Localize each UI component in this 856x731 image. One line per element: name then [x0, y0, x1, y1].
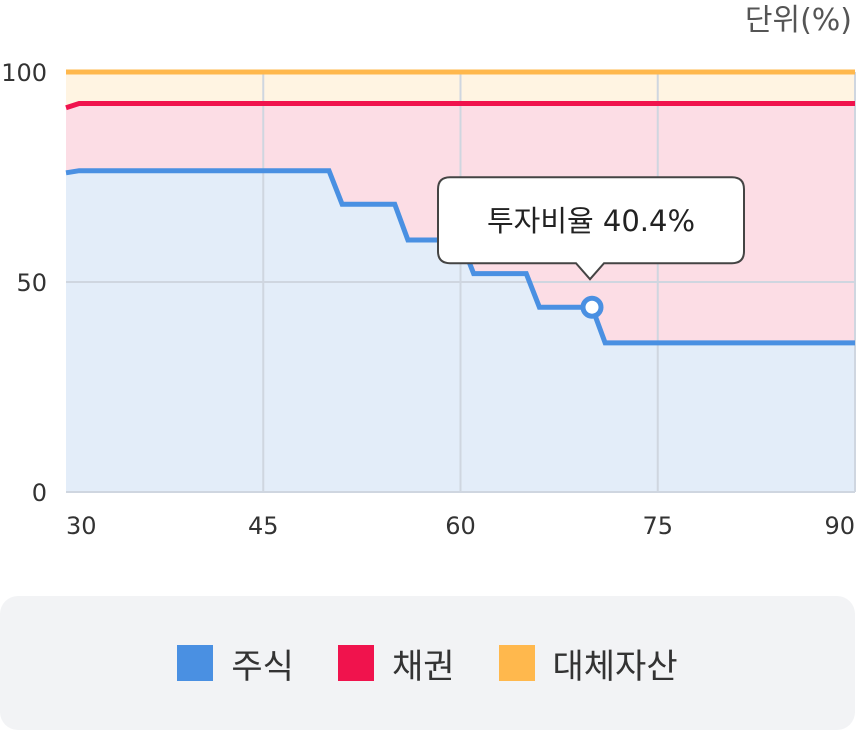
legend-label-bonds: 채권	[391, 646, 455, 687]
legend: 주식 채권 대체자산	[0, 596, 855, 730]
x-tick-label-30: 30	[66, 512, 97, 540]
legend-item-alternatives[interactable]: 대체자산	[498, 639, 678, 688]
unit-label: 단위(%)	[745, 3, 852, 38]
legend-swatch-bonds	[337, 645, 374, 681]
legend-label-stocks: 주식	[231, 646, 294, 687]
tooltip: 투자비율 40.4%	[437, 176, 745, 281]
tooltip-text: 투자비율 40.4%	[487, 204, 695, 238]
line-bonds	[65, 101, 855, 111]
x-tick-label-45: 45	[248, 512, 279, 540]
tooltip-box	[437, 176, 745, 281]
legend-label-alternatives: 대체자산	[552, 646, 678, 687]
legend-swatch-stocks	[177, 645, 214, 681]
legend-item-stocks[interactable]: 주식	[177, 639, 294, 688]
asset-allocation-chart: 30 45 60 75 90 0 50 100 단위(%) 투자비율 40.4%	[1, 3, 856, 540]
y-tick-label-0: 0	[32, 479, 47, 507]
y-tick-label-50: 50	[16, 269, 47, 297]
legend-swatch-alternatives	[498, 645, 535, 681]
axis-ticks: 30 45 60 75 90 0 50 100	[1, 59, 855, 540]
y-tick-label-100: 100	[1, 59, 47, 87]
x-tick-label-60: 60	[445, 512, 476, 540]
x-tick-label-90: 90	[824, 512, 855, 540]
x-tick-label-75: 75	[642, 512, 673, 540]
legend-item-bonds[interactable]: 채권	[337, 639, 455, 688]
tooltip-marker[interactable]	[580, 295, 604, 319]
